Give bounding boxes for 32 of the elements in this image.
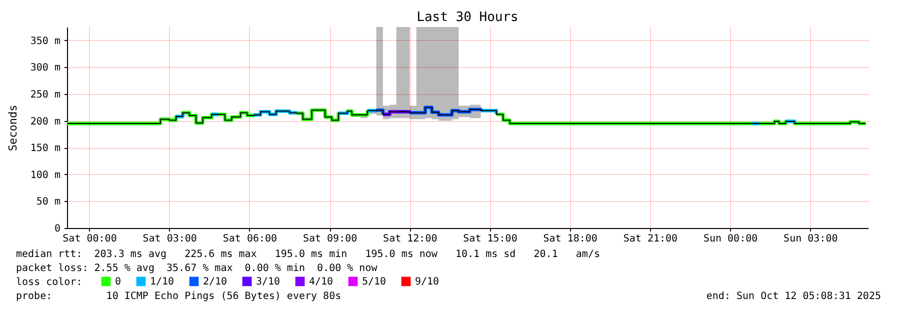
legend-label: 5/10 — [362, 276, 386, 288]
legend-label: 0 — [115, 276, 122, 288]
text: end: Sun Oct 12 05:08:31 2025 — [706, 291, 881, 302]
legend-label: 2/10 — [203, 276, 228, 288]
legend-title: loss color: — [16, 277, 82, 288]
y-tick-label: 250 m — [30, 90, 60, 100]
y-tick-label: 150 m — [30, 143, 60, 154]
legend-label: 1/10 — [150, 276, 174, 288]
text: median rtt: 203.3 ms avg 225.6 ms max 195.0 ms min 195.0 ms now 10.1 ms sd 20.1 am/s — [16, 249, 600, 260]
x-tick-label: Sat 15:00 — [463, 234, 518, 244]
x-tick-label: Sat 21:00 — [623, 234, 678, 244]
y-tick-label: 350 m — [30, 36, 60, 47]
x-tick-label: Sat 09:00 — [302, 234, 358, 244]
x-tick-label: Sun 03:00 — [784, 234, 838, 244]
legend-label: 9/10 — [415, 276, 440, 288]
x-tick-label: Sat 12:00 — [383, 234, 438, 244]
x-tick-label: Sat 18:00 — [543, 234, 598, 244]
chart-title: Last 30 Hours — [416, 10, 518, 25]
legend-label: 3/10 — [256, 276, 280, 288]
text: probe: 10 ICMP Echo Pings (56 Bytes) every 80s — [16, 291, 342, 302]
x-tick-label: Sat 06:00 — [222, 234, 278, 244]
x-tick-label: Sun 00:00 — [703, 234, 758, 244]
text: packet loss: 2.55 % avg 35.67 % max 0.00 % min 0.00 % now — [16, 263, 378, 274]
x-tick-label: Sat 00:00 — [62, 234, 117, 244]
y-tick-label: 200 m — [30, 116, 60, 128]
y-axis-title: Seconds — [6, 104, 20, 152]
y-tick-label: 300 m — [30, 62, 60, 74]
y-tick-label: 0 — [54, 224, 60, 234]
legend-label: 4/10 — [309, 276, 334, 288]
y-tick-label: 50 m — [36, 196, 60, 208]
y-tick-label: 100 m — [30, 170, 60, 181]
x-tick-label: Sat 03:00 — [142, 234, 197, 244]
